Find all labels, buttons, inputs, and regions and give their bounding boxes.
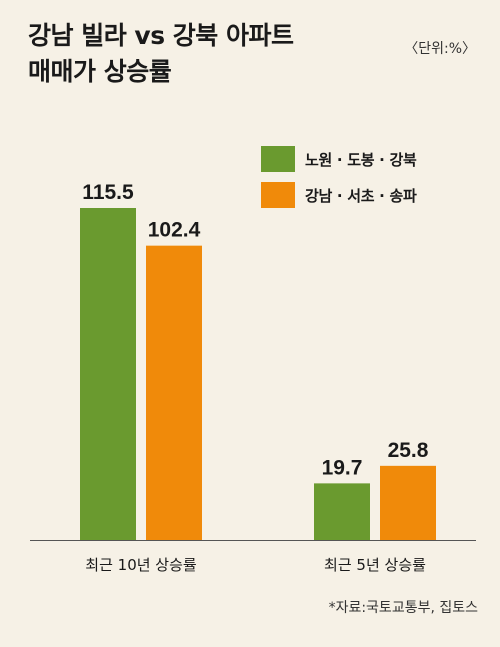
source-note: *자료:국토교통부, 집토스 [328, 600, 478, 616]
bar-series-2-cat-1 [146, 245, 202, 541]
legend-label-series-1: 노원 · 도봉 · 강북 [305, 150, 417, 169]
category-label-1: 최근 10년 상승률 [85, 556, 197, 574]
data-label-series-2-cat-1: 102.4 [148, 219, 201, 242]
bar-series-1-cat-2 [314, 483, 370, 540]
chart-title: 강남 빌라 vs 강북 아파트 매매가 상승률 [28, 18, 294, 90]
title-line-1: 강남 빌라 vs 강북 아파트 [28, 21, 294, 50]
bar-series-2-cat-2 [380, 465, 436, 540]
legend-label-series-2: 강남 · 서초 · 송파 [305, 186, 417, 205]
legend: 노원 · 도봉 · 강북 강남 · 서초 · 송파 [261, 145, 417, 217]
data-label-series-1-cat-1: 115.5 [82, 181, 134, 204]
bar-series-1-cat-1 [80, 208, 136, 540]
unit-label: 〈단위:%〉 [404, 41, 476, 57]
data-label-series-1-cat-2: 19.7 [322, 456, 363, 479]
legend-swatch-series-2 [261, 182, 295, 208]
legend-item-series-2: 강남 · 서초 · 송파 [261, 181, 417, 209]
data-label-series-2-cat-2: 25.8 [388, 439, 429, 462]
legend-item-series-1: 노원 · 도봉 · 강북 [261, 145, 417, 173]
category-label-2: 최근 5년 상승률 [324, 556, 426, 574]
title-line-2: 매매가 상승률 [28, 57, 172, 86]
legend-swatch-series-1 [261, 146, 295, 172]
